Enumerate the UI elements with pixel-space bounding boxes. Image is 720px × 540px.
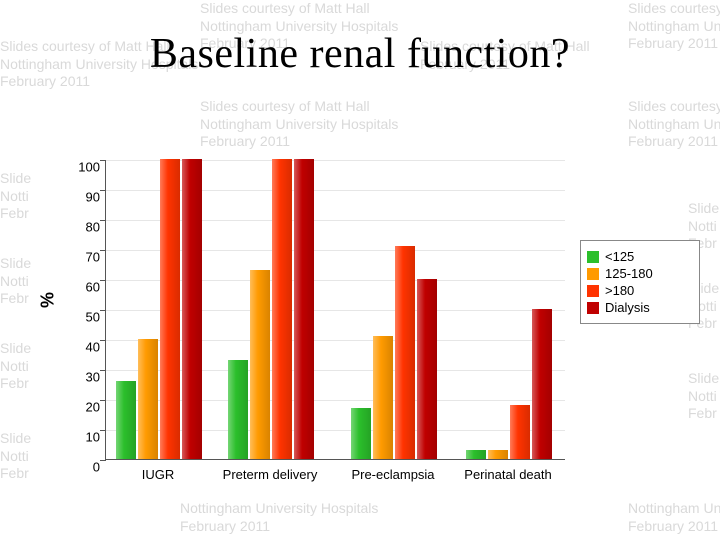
y-tick-mark [100,370,106,371]
y-tick-label: 20 [86,400,100,415]
legend-item: <125 [587,249,693,264]
watermark-text: Slide Notti Febr [688,370,719,423]
y-axis-label: % [38,292,59,308]
bar [138,339,158,459]
x-category-label: IUGR [142,467,175,482]
bar-group [466,160,558,459]
y-tick-label: 0 [93,460,100,475]
y-tick-mark [100,430,106,431]
bar [351,408,371,459]
y-tick-label: 60 [86,280,100,295]
y-tick-mark [100,280,106,281]
legend-swatch [587,302,599,314]
x-category-label: Perinatal death [464,467,551,482]
legend-label: Dialysis [605,300,650,315]
bar [395,246,415,459]
x-category-label: Pre-eclampsia [351,467,434,482]
bar [250,270,270,459]
y-tick-mark [100,160,106,161]
watermark-text: Slide Notti Febr [0,340,31,393]
bar-group [116,160,208,459]
watermark-text: Slides courtesy of Matt Hall Nottingham … [200,98,398,151]
y-tick-mark [100,460,106,461]
bar [373,336,393,459]
y-tick-mark [100,250,106,251]
legend: <125 125-180 >180 Dialysis [580,240,700,324]
page-title: Baseline renal function? [0,30,720,78]
y-tick-label: 100 [78,160,100,175]
bar [488,450,508,459]
watermark-text: Slide Notti Febr [0,255,31,308]
bar [182,159,202,459]
y-tick-mark [100,190,106,191]
y-tick-mark [100,220,106,221]
plot-area: 0102030405060708090100IUGRPreterm delive… [105,160,565,460]
y-tick-label: 50 [86,310,100,325]
watermark-text: Slide Notti Febr [0,430,31,483]
bar-group [228,160,320,459]
watermark-text: Nottingham University Hospitals February… [628,500,720,535]
bar [272,159,292,459]
y-tick-mark [100,310,106,311]
y-tick-label: 10 [86,430,100,445]
bar [294,159,314,459]
bar-group [351,160,443,459]
watermark-text: Slide Notti Febr [0,170,31,223]
legend-item: 125-180 [587,266,693,281]
y-tick-mark [100,340,106,341]
y-tick-label: 80 [86,220,100,235]
bar [228,360,248,459]
bar [116,381,136,459]
y-tick-label: 40 [86,340,100,355]
legend-swatch [587,251,599,263]
y-tick-mark [100,400,106,401]
bar [160,159,180,459]
legend-label: >180 [605,283,634,298]
y-tick-label: 90 [86,190,100,205]
x-category-label: Preterm delivery [223,467,318,482]
y-tick-label: 70 [86,250,100,265]
y-tick-label: 30 [86,370,100,385]
legend-swatch [587,285,599,297]
bar [466,450,486,459]
legend-label: 125-180 [605,266,653,281]
bar [532,309,552,459]
legend-swatch [587,268,599,280]
legend-label: <125 [605,249,634,264]
bar [417,279,437,459]
chart: % 0102030405060708090100IUGRPreterm deli… [30,160,690,500]
watermark-text: Nottingham University Hospitals February… [180,500,378,535]
legend-item: Dialysis [587,300,693,315]
watermark-text: Slides courtesy of Matt Hall Nottingham … [628,98,720,151]
bar [510,405,530,459]
legend-item: >180 [587,283,693,298]
